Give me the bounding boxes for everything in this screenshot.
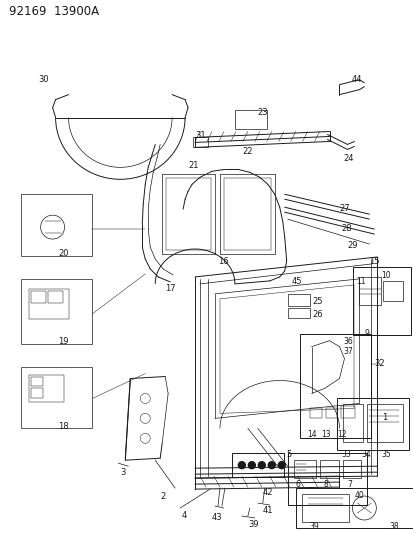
Bar <box>353 267 410 335</box>
Bar <box>319 460 339 478</box>
Text: 32: 32 <box>373 359 384 368</box>
Circle shape <box>258 462 265 469</box>
Text: 18: 18 <box>58 422 69 431</box>
Bar <box>28 375 64 402</box>
Text: 17: 17 <box>165 284 176 293</box>
Text: 3: 3 <box>120 468 126 477</box>
Text: 9: 9 <box>363 329 368 338</box>
Text: 35: 35 <box>380 450 390 459</box>
Text: 20: 20 <box>58 249 69 258</box>
Text: 5: 5 <box>286 450 291 459</box>
Text: 40: 40 <box>354 491 363 500</box>
Text: 4: 4 <box>182 511 187 520</box>
Bar <box>341 407 355 418</box>
Bar <box>31 389 43 399</box>
Text: 8: 8 <box>323 480 328 489</box>
Circle shape <box>278 462 285 469</box>
Text: 37: 37 <box>343 346 352 356</box>
Bar <box>325 408 337 418</box>
Bar <box>21 367 92 429</box>
Bar <box>287 308 309 318</box>
Text: 43: 43 <box>211 513 222 522</box>
Bar <box>287 453 366 505</box>
Text: 2: 2 <box>160 492 165 501</box>
Bar <box>31 291 45 303</box>
Circle shape <box>268 462 275 469</box>
Bar <box>234 110 266 130</box>
Bar <box>295 488 412 528</box>
Bar <box>31 376 43 386</box>
Bar <box>21 279 92 344</box>
Text: 42: 42 <box>262 488 272 497</box>
Bar <box>299 334 370 438</box>
Text: 16: 16 <box>217 257 228 266</box>
Bar <box>366 405 402 442</box>
Text: 13: 13 <box>321 430 330 439</box>
Text: 29: 29 <box>347 241 357 250</box>
Text: 1: 1 <box>381 414 387 422</box>
Text: 25: 25 <box>312 297 322 306</box>
Bar <box>337 399 408 450</box>
Bar <box>21 194 92 256</box>
Text: 41: 41 <box>262 506 272 515</box>
Bar <box>309 408 321 418</box>
Text: 28: 28 <box>341 224 351 233</box>
Text: 14: 14 <box>307 430 316 439</box>
Text: 10: 10 <box>380 271 390 280</box>
Text: 39: 39 <box>309 522 318 531</box>
Bar <box>47 291 62 303</box>
Bar <box>28 289 69 319</box>
Bar <box>192 138 207 148</box>
Text: 7: 7 <box>347 480 351 489</box>
Text: 11: 11 <box>356 277 365 286</box>
Text: 92169  13900A: 92169 13900A <box>9 5 99 18</box>
Text: 22: 22 <box>242 148 252 156</box>
Text: 23: 23 <box>257 108 268 117</box>
Text: 6: 6 <box>295 480 300 489</box>
Text: 31: 31 <box>195 132 205 141</box>
Text: 33: 33 <box>341 450 350 459</box>
Bar <box>358 277 380 305</box>
Bar <box>301 494 349 522</box>
Bar <box>343 460 361 478</box>
Text: 15: 15 <box>368 257 379 266</box>
Text: 21: 21 <box>188 161 198 171</box>
Text: 12: 12 <box>337 430 346 439</box>
Circle shape <box>238 462 245 469</box>
Bar <box>343 405 363 442</box>
Text: 44: 44 <box>351 75 361 84</box>
Text: 24: 24 <box>343 155 353 164</box>
Bar <box>293 460 315 478</box>
Bar <box>231 453 283 477</box>
Text: 26: 26 <box>312 310 323 319</box>
Text: 30: 30 <box>38 75 49 84</box>
Text: 36: 36 <box>343 337 352 346</box>
Text: 27: 27 <box>339 204 349 213</box>
Bar <box>382 281 402 301</box>
Text: 34: 34 <box>361 450 370 459</box>
Text: 45: 45 <box>291 277 301 286</box>
Bar <box>287 294 309 306</box>
Text: 38: 38 <box>388 522 398 531</box>
Text: 39: 39 <box>247 520 258 529</box>
Text: 19: 19 <box>58 337 69 346</box>
Circle shape <box>248 462 255 469</box>
